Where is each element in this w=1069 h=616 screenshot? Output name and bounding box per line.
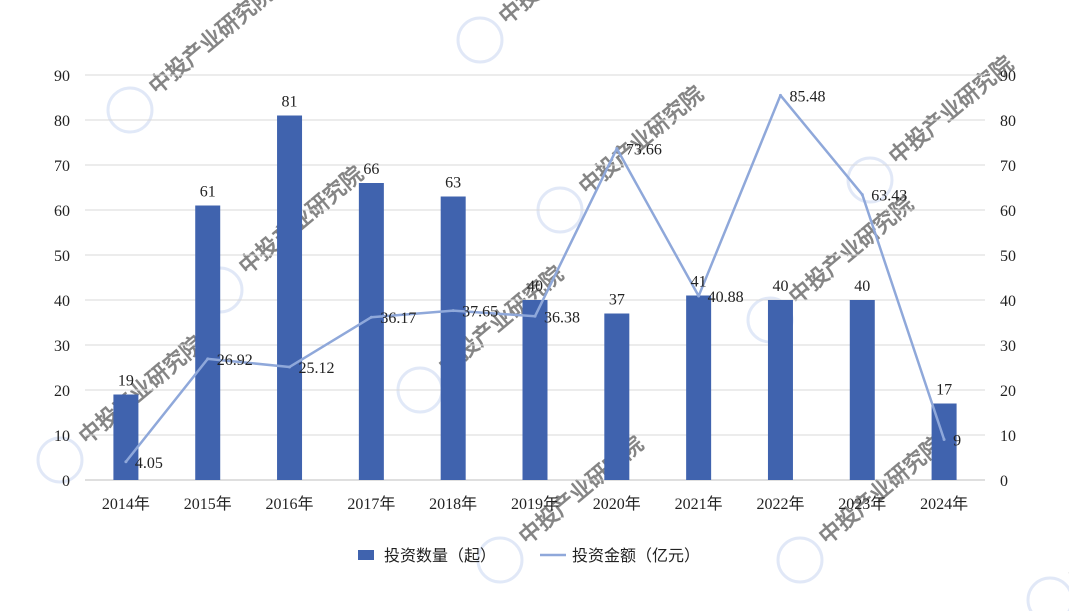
bar-data-label: 41 <box>691 274 707 291</box>
line-data-label: 36.17 <box>380 310 416 327</box>
y-right-tick-label: 70 <box>1000 158 1016 175</box>
svg-text:中投产业研究院: 中投产业研究院 <box>1064 471 1069 589</box>
x-tick-label: 2017年 <box>347 495 395 513</box>
bar-series <box>113 115 957 480</box>
x-tick-label: 2022年 <box>756 495 804 513</box>
axes: 0 10 20 30 40 50 60 70 80 90 0 10 20 30 40 50 60 70 80 90 20… <box>54 68 1016 513</box>
svg-text:中投产业研究院: 中投产业研究院 <box>784 191 918 309</box>
legend-swatch-bar <box>358 550 374 560</box>
y-right-tick-label: 80 <box>1000 113 1016 130</box>
watermark: 中投产业研究院 <box>536 81 708 234</box>
watermark: 中投产业研究院 <box>106 0 278 134</box>
line-data-label: 85.48 <box>789 88 825 105</box>
line-point <box>451 309 455 313</box>
y-right-tick-label: 10 <box>1000 428 1016 445</box>
y-right-tick-label: 90 <box>1000 68 1016 85</box>
bar-data-label: 40 <box>854 278 870 295</box>
svg-text:中投产业研究院: 中投产业研究院 <box>884 51 1018 169</box>
x-tick-label: 2018年 <box>429 495 477 513</box>
bar-data-label: 19 <box>118 373 134 390</box>
y-left-tick-label: 80 <box>54 113 70 130</box>
y-left-tick-label: 20 <box>54 383 70 400</box>
y-left-tick-label: 50 <box>54 248 70 265</box>
y-left-tick-label: 30 <box>54 338 70 355</box>
y-right-tick-label: 50 <box>1000 248 1016 265</box>
y-left-tick-label: 40 <box>54 293 70 310</box>
bar <box>277 115 303 480</box>
y-left-tick-label: 0 <box>62 473 70 490</box>
y-right-tick-label: 60 <box>1000 203 1016 220</box>
line-point <box>206 357 210 361</box>
bar-data-label: 61 <box>200 184 216 201</box>
x-tick-label: 2015年 <box>184 495 232 513</box>
bar <box>849 300 875 480</box>
line-data-label: 36.38 <box>544 309 580 326</box>
watermark-layer: 中投产业研究院中投产业研究院中投产业研究院中投产业研究院中投产业研究院中投产业研… <box>36 0 1069 616</box>
legend: 投资数量（起） 投资金额（亿元） <box>358 547 700 565</box>
bar <box>440 196 466 480</box>
bar-data-label: 81 <box>282 94 298 111</box>
legend-label-line: 投资金额（亿元） <box>572 547 700 565</box>
bar-data-label: 40 <box>527 278 543 295</box>
x-tick-label: 2020年 <box>593 495 641 513</box>
bar-data-label: 66 <box>363 161 379 178</box>
x-tick-label: 2021年 <box>675 495 723 513</box>
bar <box>522 300 548 480</box>
line-data-label: 4.05 <box>135 455 163 472</box>
svg-text:中投产业研究院: 中投产业研究院 <box>144 0 278 99</box>
line-data-label: 40.88 <box>708 289 744 306</box>
data-labels: 19 61 81 66 63 40 37 41 40 40 17 4.05 26.92 25.12 36.1… <box>118 88 961 471</box>
bar <box>358 183 384 480</box>
line-data-label: 37.65 <box>462 304 498 321</box>
y-right-tick-label: 20 <box>1000 383 1016 400</box>
x-tick-label: 2016年 <box>266 495 314 513</box>
line-point <box>778 93 782 97</box>
svg-text:中投产业研究院: 中投产业研究院 <box>494 0 628 29</box>
bar-data-label: 40 <box>772 278 788 295</box>
y-right-tick-label: 30 <box>1000 338 1016 355</box>
line-point <box>860 193 864 197</box>
line-series <box>124 93 946 464</box>
legend-label-bar: 投资数量（起） <box>384 547 496 565</box>
x-tick-label: 2024年 <box>920 495 968 513</box>
watermark: 中投产业研究院 <box>846 51 1018 204</box>
line-data-label: 73.66 <box>626 142 662 159</box>
y-right-tick-label: 40 <box>1000 293 1016 310</box>
y-left-tick-label: 90 <box>54 68 70 85</box>
line-point <box>124 460 128 464</box>
line-data-label: 9 <box>953 433 961 450</box>
line-point <box>942 438 946 441</box>
y-left-tick-label: 70 <box>54 158 70 175</box>
line-data-label: 63.43 <box>871 188 907 205</box>
bar <box>686 295 712 480</box>
line-point <box>533 314 537 318</box>
line-point <box>615 147 619 151</box>
watermark: 中投产业研究院 <box>1026 471 1069 616</box>
bar-data-label: 63 <box>445 175 461 192</box>
bar <box>767 300 793 480</box>
y-left-tick-label: 10 <box>54 428 70 445</box>
bar-data-label: 37 <box>609 292 625 309</box>
line-point <box>697 294 701 298</box>
x-tick-label: 2014年 <box>102 495 150 513</box>
x-tick-label: 2023年 <box>838 495 886 513</box>
bar <box>195 205 221 480</box>
svg-text:中投产业研究院: 中投产业研究院 <box>814 431 948 549</box>
watermark: 中投产业研究院 <box>456 0 628 64</box>
svg-text:中投产业研究院: 中投产业研究院 <box>574 81 708 199</box>
y-left-tick-label: 60 <box>54 203 70 220</box>
bar <box>604 313 630 480</box>
bar <box>113 394 139 480</box>
line-data-label: 26.92 <box>217 352 253 369</box>
y-right-tick-label: 0 <box>1000 473 1008 490</box>
line-point <box>288 365 292 369</box>
line-point <box>369 315 373 319</box>
x-tick-label: 2019年 <box>511 495 559 513</box>
bar-data-label: 17 <box>936 382 952 399</box>
line-data-label: 25.12 <box>299 360 335 377</box>
